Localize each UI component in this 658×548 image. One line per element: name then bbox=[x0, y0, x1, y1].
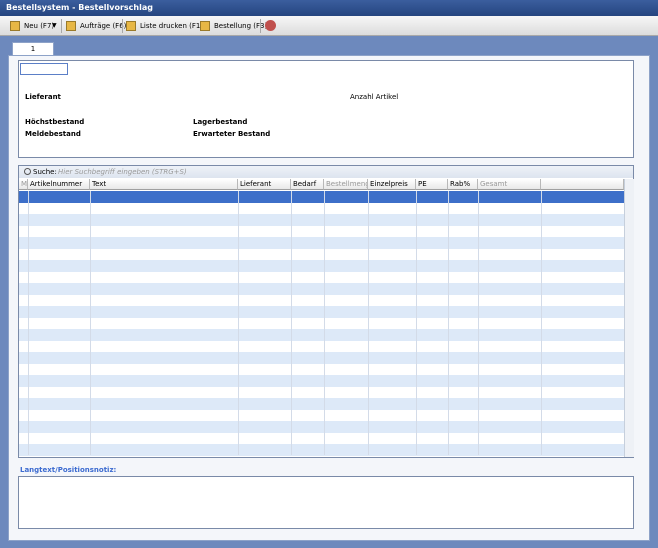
field-label: Lieferant bbox=[25, 93, 61, 101]
column-header[interactable]: Rab% bbox=[448, 179, 478, 190]
summary-panel bbox=[18, 60, 634, 158]
grid-row[interactable] bbox=[19, 191, 624, 203]
column-header[interactable]: Einzelpreis bbox=[368, 179, 416, 190]
help-icon[interactable] bbox=[265, 20, 276, 31]
column-header[interactable]: Bedarf bbox=[291, 179, 324, 190]
grid-row bbox=[19, 329, 624, 341]
print-button[interactable]: Liste drucken (F11) bbox=[126, 20, 208, 32]
toolbar: Neu (F7) ▼ Aufträge (F6) Liste drucken (… bbox=[0, 16, 658, 36]
separator bbox=[122, 19, 123, 33]
search-icon bbox=[24, 168, 31, 175]
column-header[interactable]: Lieferant bbox=[238, 179, 291, 190]
field-label: Anzahl Artikel bbox=[350, 93, 399, 101]
dropdown-arrow[interactable]: ▼ bbox=[52, 22, 57, 29]
separator bbox=[61, 19, 62, 33]
column-divider bbox=[478, 191, 479, 455]
grid-row bbox=[19, 375, 624, 387]
column-header[interactable]: PE bbox=[416, 179, 448, 190]
grid-row bbox=[19, 363, 624, 375]
tab[interactable]: 1 Allgemein bbox=[12, 42, 54, 66]
grid-row bbox=[19, 225, 624, 237]
search-label: Suche: bbox=[33, 168, 57, 176]
notes-label: Langtext/Positionsnotiz: bbox=[20, 466, 117, 474]
grid-row bbox=[19, 294, 624, 306]
new-button[interactable]: Neu (F7) bbox=[10, 20, 54, 32]
orders-button[interactable]: Aufträge (F6) bbox=[66, 20, 126, 32]
grid-row bbox=[19, 317, 624, 329]
column-divider bbox=[291, 191, 292, 455]
column-divider bbox=[416, 191, 417, 455]
grid-row bbox=[19, 214, 624, 226]
grid-row bbox=[19, 237, 624, 249]
search-bar bbox=[19, 166, 633, 178]
column-divider bbox=[541, 191, 542, 455]
grid-row bbox=[19, 283, 624, 295]
field-label: Lagerbestand bbox=[193, 118, 248, 126]
column-divider bbox=[448, 191, 449, 455]
column-header-empty bbox=[541, 179, 624, 190]
grid-row bbox=[19, 260, 624, 272]
grid-row bbox=[19, 340, 624, 352]
column-divider bbox=[238, 191, 239, 455]
grid-row bbox=[19, 432, 624, 444]
scrollbar[interactable] bbox=[624, 179, 634, 457]
order-button[interactable]: Bestellung (F3) bbox=[200, 20, 267, 32]
grid-row bbox=[19, 202, 624, 214]
field-label: Meldebestand bbox=[25, 130, 81, 138]
column-header[interactable]: Gesamt bbox=[478, 179, 541, 190]
column-header[interactable]: M bbox=[19, 179, 28, 190]
column-divider bbox=[368, 191, 369, 455]
field-label: Höchstbestand bbox=[25, 118, 85, 126]
column-header[interactable]: Bestellmenge bbox=[324, 179, 368, 190]
notes-textarea[interactable] bbox=[18, 476, 634, 529]
field-label: Erwarteter Bestand bbox=[193, 130, 271, 138]
grid-row bbox=[19, 444, 624, 456]
grid-row bbox=[19, 421, 624, 433]
column-divider bbox=[90, 191, 91, 455]
input-field[interactable] bbox=[20, 63, 68, 75]
grid-row bbox=[19, 306, 624, 318]
column-divider bbox=[324, 191, 325, 455]
column-header[interactable]: Artikelnummer bbox=[28, 179, 90, 190]
grid-row bbox=[19, 409, 624, 421]
grid-row bbox=[19, 398, 624, 410]
search-input[interactable]: Hier Suchbegriff eingeben (STRG+S) bbox=[58, 168, 187, 176]
title-bar: Bestellsystem - Bestellvorschlag bbox=[0, 0, 658, 16]
column-divider bbox=[28, 191, 29, 455]
grid-row bbox=[19, 386, 624, 398]
grid-row bbox=[19, 352, 624, 364]
column-header[interactable]: Text bbox=[90, 179, 238, 190]
grid-row bbox=[19, 271, 624, 283]
grid-row bbox=[19, 248, 624, 260]
separator bbox=[260, 19, 261, 33]
